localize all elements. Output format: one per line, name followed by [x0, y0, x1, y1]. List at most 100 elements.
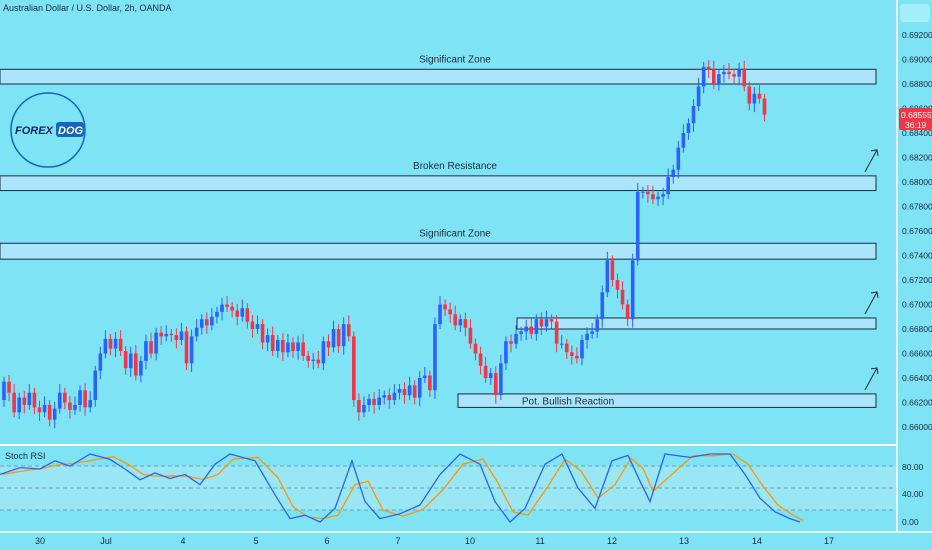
candle-body [78, 390, 82, 405]
stoch-rsi-label: Stoch RSI [5, 451, 46, 461]
candle-body [336, 329, 341, 347]
candle-body [727, 71, 731, 75]
time-scale[interactable]: 30 Jul 4 5 6 7 10 11 12 13 14 17 [0, 531, 932, 546]
candle-body [549, 319, 554, 322]
candle-body [752, 93, 757, 104]
price-tick: 0.69200 [902, 30, 932, 40]
candle-body [630, 260, 635, 320]
candle-body [691, 106, 696, 124]
zone-label: Pot. Bullish Reaction [522, 397, 614, 408]
candle-body [32, 392, 37, 408]
last-price: 0.68555 [901, 110, 932, 120]
candle-body [265, 335, 270, 343]
zone-label: Broken Resistance [413, 161, 497, 172]
candle-body [316, 359, 321, 364]
candle-body [189, 336, 194, 364]
candle-body [372, 398, 376, 405]
candle-body [443, 304, 447, 310]
candle-body [139, 360, 143, 376]
candle-body [128, 353, 133, 369]
chart-title: Australian Dollar / U.S. Dollar, 2h, OAN… [3, 3, 172, 13]
candle-body [661, 194, 665, 197]
candle-body [453, 314, 458, 326]
candle-body [524, 326, 529, 332]
price-tick: 0.67600 [902, 226, 932, 236]
candle-body [270, 335, 275, 352]
time-label: 10 [465, 536, 475, 546]
candle-body [326, 341, 331, 348]
price-tick: 0.68200 [902, 153, 932, 163]
candle-body [635, 191, 640, 261]
candle-body [235, 310, 240, 317]
candle-body [210, 316, 214, 326]
candle-body [118, 338, 123, 352]
arrow-mid-zone [864, 291, 878, 315]
candle-body [514, 333, 518, 344]
candle-body [387, 395, 392, 401]
candle-body [7, 381, 11, 393]
price-tick: 0.66200 [902, 398, 932, 408]
candle-body [194, 327, 199, 337]
zone-label: Significant Zone [419, 228, 491, 239]
candle-body [397, 389, 402, 393]
candle-body [402, 389, 407, 396]
candle-body [98, 353, 103, 371]
candle-body [483, 365, 488, 378]
candle-body [412, 385, 417, 398]
candle-body [184, 331, 189, 364]
candle-body [215, 311, 219, 317]
last-price-badge [899, 108, 932, 130]
time-label: 6 [324, 536, 329, 546]
candle-body [346, 324, 351, 337]
arrows-layer [864, 149, 879, 391]
candle-body [134, 353, 138, 376]
price-tick: 0.67400 [902, 251, 932, 261]
candle-body [260, 324, 265, 343]
candle-body [27, 392, 32, 405]
candle-body [554, 321, 559, 344]
candle-body [52, 408, 57, 420]
candle-body [559, 343, 564, 345]
candle-body [742, 69, 747, 87]
candle-body [580, 340, 584, 359]
candle-body [493, 373, 498, 396]
candle-body [225, 304, 229, 307]
zone-label: Significant Zone [419, 54, 491, 65]
candle-body [686, 123, 691, 133]
candle-body [357, 400, 361, 413]
candle-body [169, 333, 174, 336]
candle-body [245, 308, 250, 322]
price-tick: 0.66600 [902, 349, 932, 359]
candle-body [712, 69, 716, 84]
candle-body [570, 352, 574, 356]
candle-body [615, 280, 620, 290]
price-tick: 0.66800 [902, 324, 932, 334]
candle-body [610, 260, 615, 280]
candle-body [296, 342, 300, 352]
price-scale[interactable]: 0.692000.690000.688000.686000.684000.682… [896, 0, 932, 532]
candle-body [488, 373, 493, 378]
candle-body [382, 395, 387, 398]
candle-body [230, 306, 234, 311]
candle-body [407, 385, 412, 396]
time-label: 12 [607, 536, 617, 546]
time-label: 17 [824, 536, 834, 546]
candle-body [620, 289, 625, 305]
scale-settings-button[interactable] [900, 4, 930, 22]
stoch-tick-0: 0.00 [902, 517, 919, 527]
candle-body [12, 392, 16, 413]
candle-body [423, 375, 427, 378]
candle-body [681, 133, 686, 148]
candle-body [666, 177, 670, 195]
candle-body [2, 381, 6, 401]
candle-body [737, 69, 741, 77]
price-tick: 0.68800 [902, 79, 932, 89]
candle-body [676, 147, 681, 170]
candles-layer [2, 60, 767, 429]
candle-body [438, 304, 442, 325]
candle-body [641, 191, 645, 193]
candle-body [164, 333, 169, 337]
price-tick: 0.66400 [902, 373, 932, 383]
candle-body [696, 86, 701, 107]
